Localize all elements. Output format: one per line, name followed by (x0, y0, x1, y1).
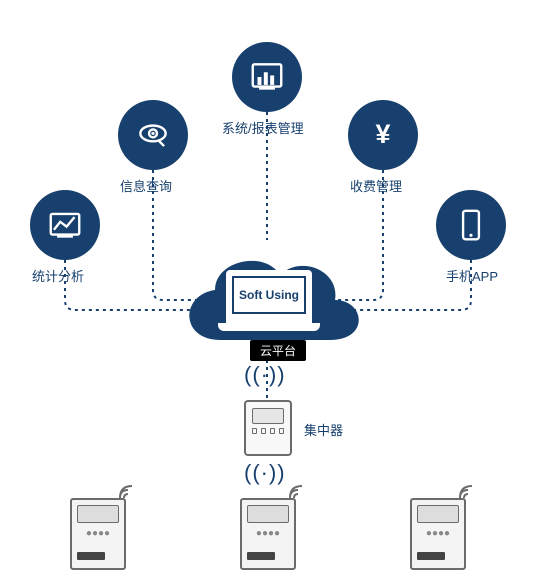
chart-line-icon (46, 206, 84, 244)
yen-icon: ¥ (364, 116, 402, 154)
wifi-icon-bottom: ((·)) (244, 460, 286, 486)
meter-device-3: ●●●● (410, 498, 466, 570)
feature-info (118, 100, 188, 170)
mobile-icon (452, 206, 490, 244)
laptop-base (218, 323, 320, 331)
meter-panel (77, 552, 105, 560)
concentrator-device (244, 400, 292, 456)
laptop-screen-text: Soft Using (232, 276, 306, 314)
feature-label-info: 信息查询 (120, 176, 172, 195)
feature-label-stats: 统计分析 (32, 266, 84, 285)
bar-chart-icon (248, 58, 286, 96)
laptop-icon: Soft Using (226, 270, 312, 328)
meter-display (417, 505, 459, 523)
wifi-icon-top: ((·)) (244, 362, 286, 388)
feature-stats (30, 190, 100, 260)
meter-display (247, 505, 289, 523)
device-ports (252, 428, 284, 440)
meter-panel (247, 552, 275, 560)
device-screen (252, 408, 284, 424)
meter-display (77, 505, 119, 523)
meter-device-2: ●●●● (240, 498, 296, 570)
meter-indicators: ●●●● (247, 526, 289, 540)
eye-magnify-icon (134, 116, 172, 154)
cloud-label: 云平台 (250, 340, 306, 361)
feature-fee: ¥ (348, 100, 418, 170)
meter-panel (417, 552, 445, 560)
meter-indicators: ●●●● (417, 526, 459, 540)
feature-report (232, 42, 302, 112)
meter-indicators: ●●●● (77, 526, 119, 540)
feature-app (436, 190, 506, 260)
feature-label-report: 系统/报表管理 (222, 118, 304, 137)
feature-label-fee: 收费管理 (350, 176, 402, 195)
meter-device-1: ●●●● (70, 498, 126, 570)
svg-text:¥: ¥ (376, 119, 391, 149)
architecture-diagram: 统计分析信息查询系统/报表管理¥收费管理手机APP Soft Using云平台 … (0, 0, 538, 582)
concentrator-label: 集中器 (304, 420, 343, 439)
feature-label-app: 手机APP (446, 266, 498, 285)
